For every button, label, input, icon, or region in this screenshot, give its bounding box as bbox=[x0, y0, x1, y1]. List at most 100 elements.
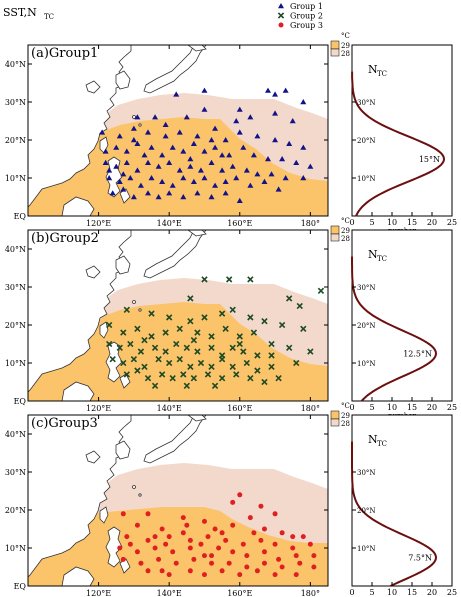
scatter-point bbox=[141, 152, 148, 158]
scatter-point bbox=[130, 125, 137, 131]
profile-title: N bbox=[368, 248, 378, 261]
scatter-point bbox=[230, 549, 236, 555]
profile-y-tick: 10°N bbox=[357, 175, 376, 183]
scatter-point bbox=[282, 87, 289, 93]
scatter-point bbox=[201, 106, 208, 112]
scatter-point bbox=[106, 321, 113, 329]
scatter-point bbox=[169, 375, 176, 382]
scatter-point bbox=[244, 564, 250, 570]
scatter-point bbox=[187, 163, 194, 169]
scatter-point bbox=[134, 114, 141, 120]
scatter-point bbox=[272, 91, 279, 97]
scatter-point bbox=[113, 144, 120, 150]
figure-title: SST,N bbox=[3, 6, 37, 19]
scatter-point bbox=[218, 375, 226, 382]
scatter-point bbox=[159, 568, 165, 574]
scatter-point bbox=[293, 159, 300, 165]
map-x-tick: 160°E bbox=[227, 219, 252, 228]
scatter-point bbox=[222, 190, 229, 196]
scatter-point bbox=[180, 371, 187, 378]
scatter-points bbox=[99, 87, 314, 203]
scatter-point bbox=[127, 340, 134, 348]
profile-y-tick: 10°N bbox=[357, 360, 376, 368]
scatter-point bbox=[144, 375, 152, 382]
map-y-tick: 10°N bbox=[5, 359, 26, 368]
scatter-point bbox=[240, 541, 246, 547]
scatter-point bbox=[201, 314, 208, 321]
profile-line bbox=[351, 256, 438, 402]
scatter-point bbox=[163, 541, 169, 547]
scatter-point bbox=[208, 344, 215, 351]
scatter-point bbox=[236, 129, 243, 135]
map-x-tick: 160°E bbox=[227, 404, 252, 413]
profile-line bbox=[351, 71, 446, 217]
scatter-point bbox=[219, 568, 225, 574]
peak-annotation: 7.5°N bbox=[408, 554, 432, 563]
scatter-point bbox=[293, 359, 300, 367]
scatter-point bbox=[211, 382, 219, 389]
scatter-point bbox=[201, 276, 208, 283]
profile-y-tick: 10°N bbox=[357, 545, 376, 553]
scatter-point bbox=[276, 556, 282, 562]
chart-panel: (a)Group1 EQ 10°N 20°N 30°N 40°N 120°E 140°E 160… bbox=[5, 32, 457, 235]
figure-title-subscript: TC bbox=[44, 13, 54, 21]
profile-x-tick: 15 bbox=[407, 218, 417, 227]
scatter-point bbox=[116, 178, 123, 184]
scatter-point bbox=[236, 106, 243, 112]
scatter-point bbox=[123, 159, 130, 165]
profile-y-tick: 20°N bbox=[357, 322, 376, 330]
scatter-point bbox=[155, 194, 162, 200]
scatter-point bbox=[258, 503, 264, 509]
scatter-point bbox=[307, 348, 314, 355]
map-area bbox=[27, 414, 329, 587]
scatter-point bbox=[300, 325, 307, 332]
scatter-point bbox=[134, 325, 141, 332]
map-y-tick: EQ bbox=[14, 582, 27, 591]
scatter-point bbox=[152, 545, 158, 551]
scatter-point bbox=[123, 371, 130, 378]
scatter-point bbox=[268, 352, 275, 359]
scatter-point bbox=[226, 152, 233, 158]
scatter-point bbox=[134, 522, 140, 528]
scatter-point bbox=[102, 148, 109, 154]
scatter-point bbox=[190, 337, 198, 344]
scatter-point bbox=[209, 553, 215, 559]
scatter-point bbox=[176, 356, 183, 363]
scatter-point bbox=[169, 182, 176, 188]
scatter-point bbox=[230, 499, 236, 505]
scatter-point bbox=[233, 371, 240, 378]
scatter-point bbox=[275, 186, 282, 192]
map-x-tick: 120°E bbox=[86, 219, 111, 228]
scatter-point bbox=[124, 534, 130, 540]
scatter-point bbox=[307, 163, 314, 169]
scatter-point bbox=[173, 340, 180, 348]
scatter-point bbox=[272, 541, 278, 547]
scatter-point bbox=[317, 287, 325, 294]
scatter-point bbox=[236, 197, 243, 203]
scatter-point bbox=[134, 167, 141, 173]
scatter-point bbox=[187, 318, 194, 325]
map-y-tick: 20°N bbox=[5, 506, 26, 515]
scatter-point bbox=[130, 356, 138, 363]
scatter-point bbox=[300, 175, 307, 181]
scatter-point bbox=[247, 182, 254, 188]
scatter-points bbox=[117, 492, 317, 578]
profile-title: N bbox=[368, 433, 378, 446]
scatter-point bbox=[166, 534, 172, 540]
profile-y-tick: 30°N bbox=[357, 99, 376, 107]
scatter-point bbox=[120, 186, 127, 192]
scatter-point bbox=[201, 572, 207, 578]
map-y-tick: 10°N bbox=[5, 174, 26, 183]
profile-title-subscript: TC bbox=[377, 70, 387, 78]
scatter-point bbox=[282, 175, 289, 181]
peak-annotation: 15°N bbox=[419, 155, 440, 164]
scatter-point bbox=[187, 568, 193, 574]
scatter-point bbox=[204, 371, 212, 378]
scatter-point bbox=[212, 182, 219, 188]
scatter-point bbox=[240, 144, 247, 150]
sst-29-region bbox=[28, 507, 328, 586]
profile-x-tick: 20 bbox=[427, 588, 437, 597]
scatter-point bbox=[148, 144, 155, 150]
